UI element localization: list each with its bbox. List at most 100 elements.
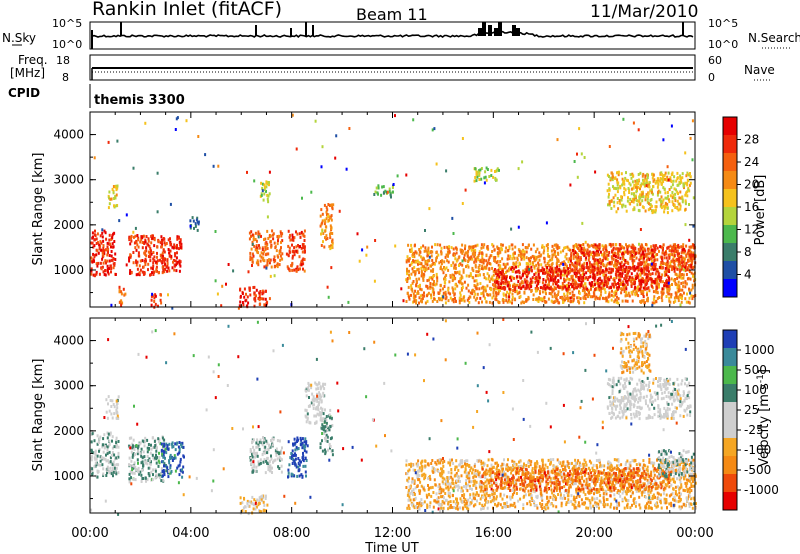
data-cell: [675, 294, 678, 298]
data-cell: [266, 503, 269, 507]
data-cell: [254, 451, 257, 455]
data-cell: [623, 268, 626, 272]
data-cell: [668, 287, 671, 291]
data-cell: [616, 197, 619, 200]
data-cell: [147, 472, 150, 475]
data-cell: [91, 241, 94, 245]
data-cell: [554, 266, 557, 270]
data-cell: [499, 270, 502, 274]
data-cell: [171, 445, 174, 449]
data-cell: [257, 251, 260, 255]
data-cell: [505, 299, 508, 303]
data-cell: [120, 299, 123, 303]
data-cell: [637, 251, 640, 255]
data-cell: [665, 178, 668, 182]
sparse-cell: [301, 196, 303, 200]
data-cell: [660, 260, 663, 264]
data-cell: [112, 474, 114, 478]
data-cell: [106, 448, 109, 452]
data-cell: [652, 268, 655, 272]
data-cell: [435, 259, 438, 263]
data-cell: [663, 253, 666, 256]
data-cell: [262, 297, 265, 301]
data-cell: [167, 238, 170, 242]
sparse-cell: [257, 235, 260, 239]
data-cell: [99, 240, 102, 244]
data-cell: [494, 287, 497, 291]
data-cell: [603, 283, 606, 287]
data-cell: [449, 275, 452, 279]
data-cell: [161, 251, 164, 255]
data-cell: [598, 253, 600, 257]
data-cell: [550, 299, 553, 303]
data-cell: [105, 398, 108, 402]
data-cell: [541, 290, 544, 294]
data-cell: [655, 300, 658, 304]
data-cell: [617, 269, 620, 273]
data-cell: [559, 296, 562, 299]
data-cell: [630, 290, 633, 294]
data-cell: [549, 278, 552, 282]
sparse-cell: [212, 164, 215, 168]
data-cell: [600, 270, 603, 274]
data-cell: [389, 193, 392, 197]
data-cell: [131, 468, 134, 471]
data-cell: [264, 494, 267, 498]
data-cell: [105, 453, 107, 457]
data-cell: [419, 283, 421, 287]
data-cell: [478, 287, 481, 291]
data-cell: [443, 260, 446, 264]
data-cell: [169, 455, 171, 459]
data-cell: [290, 264, 293, 268]
data-cell: [499, 264, 502, 268]
data-cell: [105, 474, 108, 477]
data-cell: [264, 245, 267, 249]
data-cell: [566, 287, 569, 291]
sparse-cell: [171, 306, 174, 310]
data-cell: [491, 301, 494, 305]
data-cell: [630, 280, 633, 283]
data-cell: [625, 287, 628, 291]
data-cell: [685, 273, 688, 276]
data-cell: [458, 298, 461, 302]
data-cell: [280, 464, 283, 468]
data-cell: [265, 181, 268, 185]
data-cell: [249, 450, 252, 454]
data-cell: [260, 193, 263, 197]
data-cell: [95, 237, 98, 241]
data-cell: [663, 273, 666, 277]
data-cell: [553, 286, 556, 289]
data-cell: [649, 198, 652, 202]
data-cell: [685, 261, 688, 265]
data-cell: [640, 244, 643, 248]
data-cell: [535, 257, 538, 261]
data-cell: [587, 258, 590, 262]
data-cell: [674, 291, 677, 295]
data-cell: [665, 284, 668, 288]
data-cell: [645, 178, 648, 182]
data-cell: [622, 280, 625, 284]
data-cell: [467, 289, 470, 293]
data-cell: [563, 294, 566, 298]
data-cell: [278, 263, 281, 267]
sparse-cell: [521, 160, 524, 164]
data-cell: [550, 263, 553, 267]
data-cell: [656, 277, 659, 281]
data-cell: [669, 300, 672, 304]
noise-spike: [512, 25, 516, 36]
data-cell: [493, 248, 496, 252]
data-cell: [533, 265, 536, 269]
data-cell: [239, 496, 242, 500]
data-cell: [143, 272, 146, 276]
data-cell: [436, 276, 439, 280]
data-cell: [268, 259, 271, 263]
data-cell: [663, 210, 666, 214]
data-cell: [642, 195, 645, 199]
data-cell: [598, 297, 601, 301]
data-cell: [482, 288, 485, 292]
data-cell: [620, 172, 623, 176]
data-cell: [531, 261, 534, 265]
data-cell: [616, 190, 619, 194]
data-cell: [137, 449, 139, 453]
data-cell: [96, 249, 99, 253]
